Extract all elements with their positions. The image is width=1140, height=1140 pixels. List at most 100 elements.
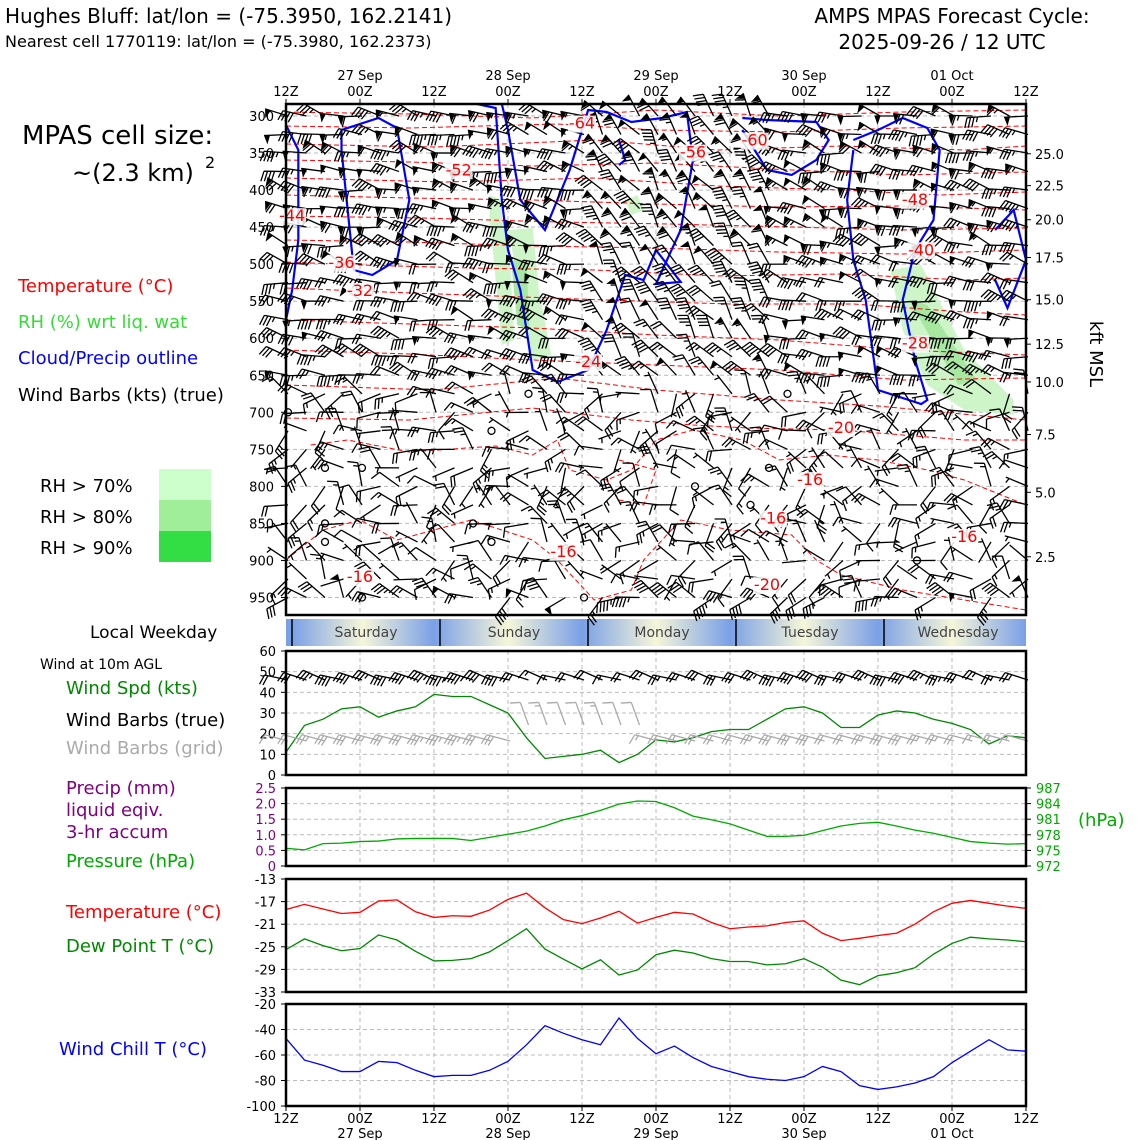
right-tick-label: 22.5 [1035, 180, 1064, 195]
barb-full [697, 321, 709, 323]
barb-full [357, 181, 366, 190]
wind-barb [375, 109, 400, 120]
barb-full [803, 373, 809, 384]
wind-barb [615, 391, 640, 398]
barb-full [599, 158, 610, 165]
barb-staff [652, 462, 677, 469]
barb-full [980, 272, 989, 282]
barb-full [538, 246, 543, 257]
barb-pennant [605, 297, 615, 304]
wind-barb [688, 115, 714, 135]
barb-full [446, 348, 455, 358]
wind-barb [802, 212, 825, 228]
barb-full [1005, 129, 1013, 139]
barb-half [735, 323, 742, 327]
barb-full [798, 125, 807, 135]
temperature-contour [285, 349, 1027, 381]
barb-staff [732, 228, 751, 247]
barb-full [374, 399, 377, 410]
barb-staff [967, 115, 992, 119]
barb-full [674, 269, 685, 275]
barb-staff [624, 207, 641, 228]
barb-full [483, 173, 487, 185]
barb-full [912, 181, 921, 191]
barb-full [581, 283, 592, 288]
barb-full [462, 257, 469, 268]
cloud-outline-path [741, 116, 830, 177]
barb-staff [874, 541, 899, 544]
barb-full [780, 417, 784, 428]
wind-barb [911, 393, 936, 403]
wind-barb [614, 355, 641, 376]
barb-pennant [986, 104, 994, 114]
barb-half [658, 345, 664, 351]
barb-full [583, 304, 594, 309]
wind-barb [480, 237, 511, 250]
barb-pennant [1005, 164, 1011, 174]
barb-staff [660, 208, 678, 228]
barb-half [768, 206, 772, 213]
wind-barb [613, 190, 640, 210]
barb-full [764, 180, 774, 189]
barb-full [640, 192, 652, 196]
rh70-swatch [159, 469, 211, 500]
wind-barb [499, 348, 529, 361]
barb-full [894, 130, 901, 141]
barb-staff [708, 448, 733, 452]
barb-staff [687, 315, 696, 339]
barb-full [899, 374, 905, 386]
barb-full [889, 338, 894, 349]
barb-full [296, 278, 302, 289]
barb-staff [541, 186, 566, 191]
barb-staff [468, 145, 492, 154]
barb-half [1008, 372, 1012, 379]
barb-half [471, 335, 476, 342]
barb-full [860, 238, 869, 247]
barb-full [613, 190, 624, 197]
barb-full [296, 354, 302, 365]
barb-full [600, 171, 611, 176]
barb-staff [320, 459, 344, 469]
wind-barb [874, 467, 899, 476]
barb-staff [838, 442, 862, 450]
barb-full [519, 189, 524, 200]
barb-full [599, 241, 611, 246]
barb-full [388, 139, 398, 148]
wind-barb [494, 390, 511, 413]
wind-barb [426, 281, 455, 293]
barb-full [408, 283, 413, 295]
barb-full [891, 130, 898, 141]
barb-full [372, 164, 381, 174]
barb-staff [765, 161, 788, 173]
barb-staff [394, 393, 418, 404]
barb-half [902, 430, 908, 433]
barb-staff [319, 277, 344, 284]
barb-half [826, 113, 831, 119]
barb-full [676, 300, 687, 304]
barb-half [417, 450, 420, 456]
barb-full [472, 260, 480, 270]
barb-full [631, 265, 641, 273]
barb-full [815, 300, 820, 311]
barb-half [505, 443, 510, 449]
barb-full [277, 334, 284, 345]
barb-full [406, 369, 414, 380]
cycle-title: AMPS MPAS Forecast Cycle: [814, 4, 1089, 28]
barb-half [729, 418, 735, 423]
barb-full [705, 415, 715, 424]
barb-full [391, 141, 401, 150]
wind-barb [838, 140, 862, 155]
barb-full [542, 199, 552, 207]
barb-staff [488, 197, 511, 210]
barb-half [591, 310, 598, 314]
wind-barb [750, 314, 770, 339]
wind-barb [1003, 337, 1029, 349]
barb-half [823, 258, 828, 264]
barb-half [904, 132, 908, 138]
wind-barb [713, 296, 733, 320]
rh80-swatch [159, 500, 211, 531]
barb-full [435, 112, 442, 123]
wind-barb [815, 451, 844, 469]
barb-full [401, 339, 405, 350]
barb-full [726, 341, 737, 349]
